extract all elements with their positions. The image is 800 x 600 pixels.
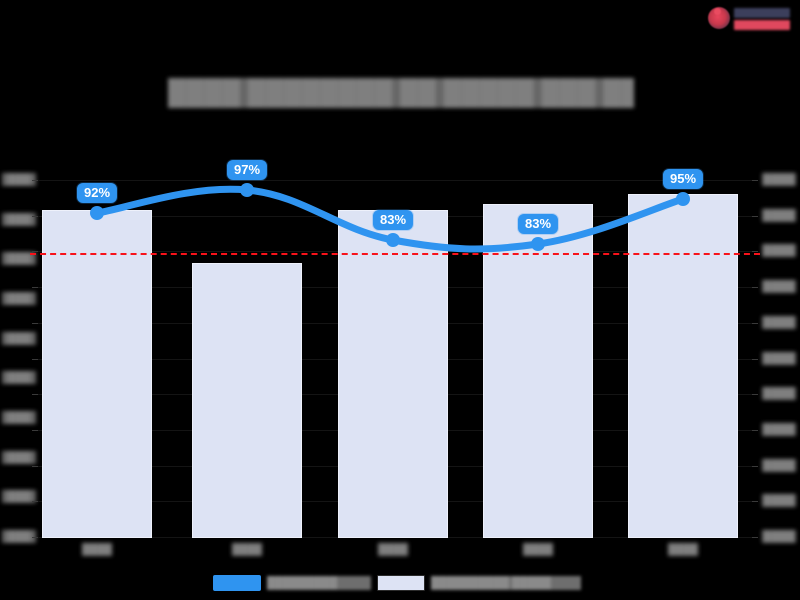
x-axis-label-3: ████ bbox=[523, 543, 553, 556]
ylabs-left-tick-6: ███ bbox=[2, 411, 36, 424]
line-marker-3[interactable] bbox=[531, 237, 545, 251]
ylabs-right-tick-3: ████ bbox=[762, 280, 796, 293]
y-tick-left bbox=[32, 394, 38, 395]
y-tick-left bbox=[32, 251, 38, 252]
y-tick-left bbox=[32, 180, 38, 181]
y-tick-right bbox=[752, 287, 758, 288]
legend-swatch-line bbox=[213, 575, 261, 591]
x-axis-label-1: ████ bbox=[232, 543, 262, 556]
bar-0[interactable] bbox=[42, 210, 152, 538]
brand-logo bbox=[704, 4, 792, 34]
plot-area bbox=[30, 180, 760, 538]
ylabs-left-tick-1: ███ bbox=[2, 213, 36, 226]
chart-title: ████ ████████ ██ █████ ███ ███ ███████ bbox=[168, 78, 634, 108]
data-label-3: 83% bbox=[517, 214, 559, 234]
ylabs-right-tick-8: ████ bbox=[762, 459, 796, 472]
ylabs-left-tick-9: ███ bbox=[2, 530, 36, 543]
data-label-4: 95% bbox=[662, 169, 704, 189]
legend-label-0: █████████ bbox=[267, 576, 371, 590]
ylabs-left-tick-4: ███ bbox=[2, 332, 36, 345]
y-tick-left bbox=[32, 323, 38, 324]
bar-2[interactable] bbox=[338, 210, 448, 538]
y-tick-left bbox=[32, 501, 38, 502]
ylabs-left-tick-8: ███ bbox=[2, 490, 36, 503]
y-tick-right bbox=[752, 501, 758, 502]
y-tick-left bbox=[32, 466, 38, 467]
ylabs-right-tick-10: ████ bbox=[762, 530, 796, 543]
threshold-line bbox=[30, 253, 760, 255]
y-tick-right bbox=[752, 466, 758, 467]
gridline bbox=[38, 180, 752, 181]
ylabs-right-tick-4: ████ bbox=[762, 316, 796, 329]
legend-label-1: ██████████ █████ bbox=[431, 576, 581, 590]
ylabs-left-tick-2: ███ bbox=[2, 252, 36, 265]
ylabs-right-tick-6: ████ bbox=[762, 387, 796, 400]
logo-wordmark-line2 bbox=[734, 20, 790, 30]
ylabs-right-tick-1: ████ bbox=[762, 209, 796, 222]
ylabs-right-tick-9: ████ bbox=[762, 494, 796, 507]
y-tick-left bbox=[32, 359, 38, 360]
y-tick-right bbox=[752, 430, 758, 431]
data-label-1: 97% bbox=[226, 160, 268, 180]
x-axis-label-0: ████ bbox=[82, 543, 112, 556]
logo-wordmark-line1 bbox=[734, 8, 790, 18]
y-tick-right bbox=[752, 394, 758, 395]
ylabs-right-tick-2: ████ bbox=[762, 244, 796, 257]
data-label-2: 83% bbox=[372, 210, 414, 230]
line-marker-2[interactable] bbox=[386, 233, 400, 247]
y-tick-right bbox=[752, 537, 758, 538]
y-tick-left bbox=[32, 430, 38, 431]
y-tick-right bbox=[752, 180, 758, 181]
line-marker-4[interactable] bbox=[676, 192, 690, 206]
y-tick-left bbox=[32, 287, 38, 288]
bar-3[interactable] bbox=[483, 204, 593, 538]
logo-mark-icon bbox=[708, 7, 730, 29]
ylabs-left-tick-5: ███ bbox=[2, 371, 36, 384]
line-series bbox=[90, 183, 690, 253]
y-tick-right bbox=[752, 251, 758, 252]
bar-4[interactable] bbox=[628, 194, 738, 538]
ylabs-left-tick-7: ███ bbox=[2, 451, 36, 464]
data-label-0: 92% bbox=[76, 183, 118, 203]
legend-swatch-bar bbox=[377, 575, 425, 591]
ylabs-right-tick-7: ████ bbox=[762, 423, 796, 436]
y-tick-right bbox=[752, 216, 758, 217]
bar-1[interactable] bbox=[192, 263, 302, 538]
line-marker-0[interactable] bbox=[90, 206, 104, 220]
y-tick-left bbox=[32, 537, 38, 538]
y-tick-right bbox=[752, 359, 758, 360]
ylabs-left-tick-3: ███ bbox=[2, 292, 36, 305]
ylabs-right-tick-0: ████ bbox=[762, 173, 796, 186]
ylabs-left-tick-0: ███ bbox=[2, 173, 36, 186]
chart-legend[interactable]: █████████ ██████████ █████ bbox=[210, 571, 590, 595]
y-tick-right bbox=[752, 323, 758, 324]
x-axis-label-4: ████ bbox=[668, 543, 698, 556]
x-axis-label-2: ████ bbox=[378, 543, 408, 556]
line-marker-1[interactable] bbox=[240, 183, 254, 197]
y-tick-left bbox=[32, 216, 38, 217]
ylabs-right-tick-5: ████ bbox=[762, 352, 796, 365]
